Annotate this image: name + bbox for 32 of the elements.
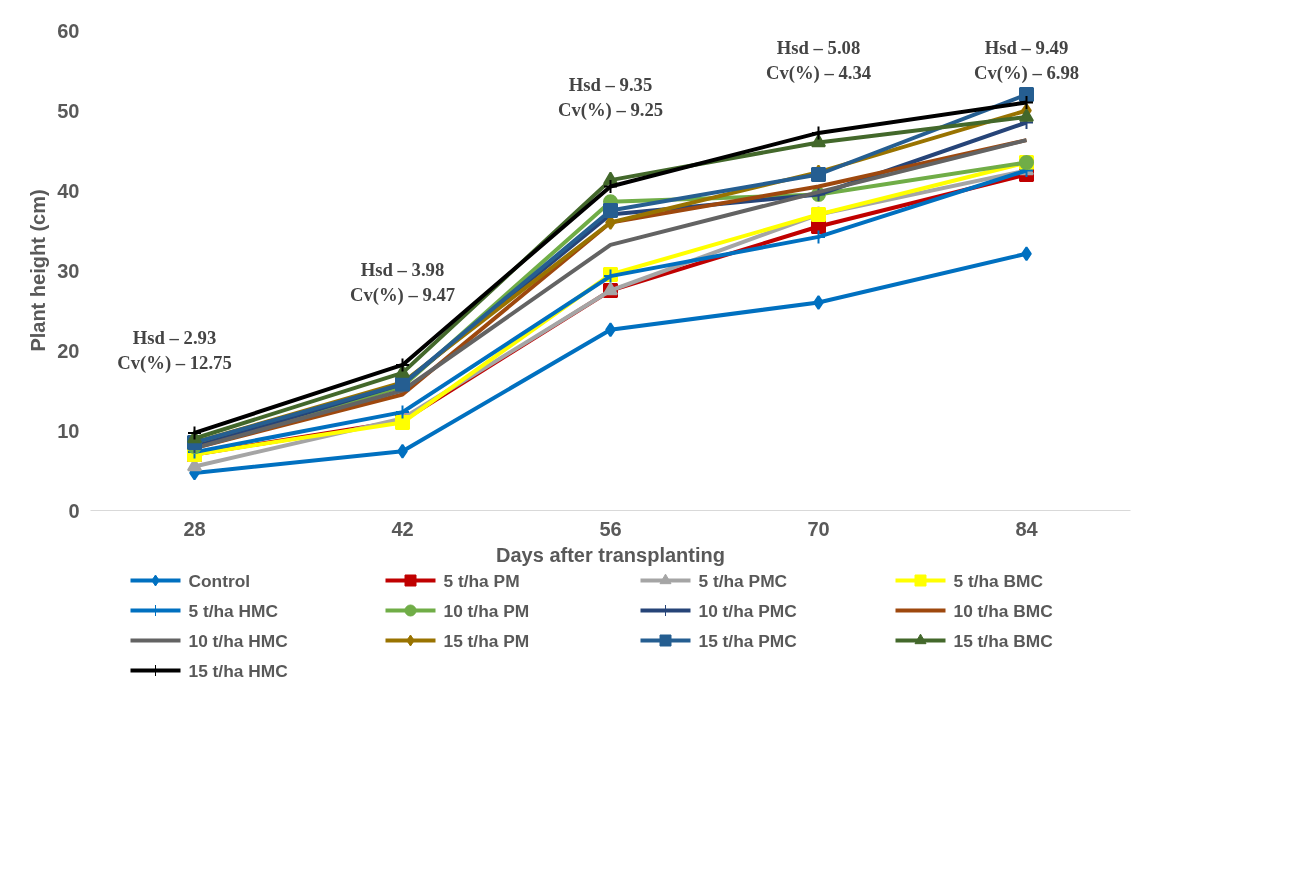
annotation: Hsd – 2.93 Cv(%) – 12.75 <box>117 326 232 374</box>
legend-label: 15 t/ha HMC <box>188 660 289 681</box>
legend-label: Control <box>188 570 251 591</box>
y-tick-label: 10 <box>57 419 80 442</box>
y-tick-label: 50 <box>57 99 80 122</box>
legend-label: 15 t/ha BMC <box>953 630 1054 651</box>
legend-label: 5 t/ha PMC <box>698 570 788 591</box>
legend-label: 5 t/ha PM <box>443 570 520 591</box>
x-tick-label: 70 <box>807 517 830 540</box>
legend-label: 15 t/ha PM <box>443 630 530 651</box>
legend-label: 10 t/ha PM <box>443 600 530 621</box>
y-tick-label: 0 <box>68 499 80 522</box>
y-tick-label: 30 <box>57 259 80 282</box>
annotation: Hsd – 9.35 Cv(%) – 9.25 <box>557 74 664 122</box>
x-tick-label: 28 <box>183 517 206 540</box>
legend-label: 10 t/ha PMC <box>698 600 798 621</box>
legend-label: 5 t/ha BMC <box>953 570 1044 591</box>
annotation: Hsd – 3.98 Cv(%) – 9.47 <box>349 258 456 306</box>
x-axis-title: Days after transplanting <box>496 543 725 566</box>
legend-label: 5 t/ha HMC <box>188 600 279 621</box>
legend-label: 10 t/ha HMC <box>188 630 289 651</box>
legend-label: 10 t/ha BMC <box>953 600 1054 621</box>
annotation: Hsd – 5.08 Cv(%) – 4.34 <box>765 36 872 84</box>
annotation: Hsd – 9.49 Cv(%) – 6.98 <box>973 36 1080 84</box>
legend-label: 15 t/ha PMC <box>698 630 798 651</box>
x-tick-label: 84 <box>1015 517 1039 540</box>
y-tick-label: 60 <box>57 19 80 42</box>
y-axis-title: Plant height (cm) <box>27 189 50 352</box>
x-tick-label: 56 <box>599 517 622 540</box>
y-tick-label: 20 <box>57 339 80 362</box>
y-tick-label: 40 <box>57 179 80 202</box>
x-tick-label: 42 <box>391 517 414 540</box>
